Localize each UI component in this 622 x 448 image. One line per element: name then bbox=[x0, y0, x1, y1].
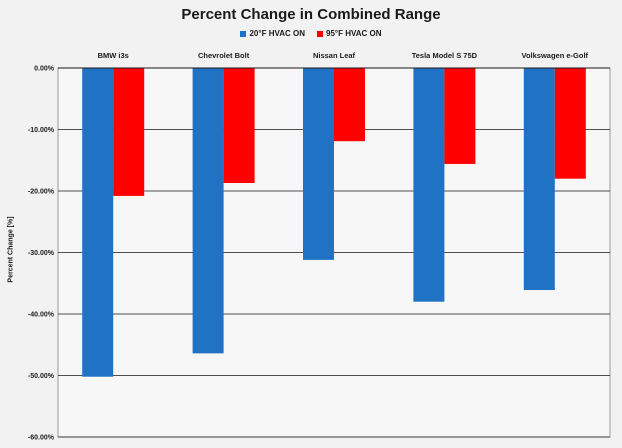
bar-series-2 bbox=[223, 68, 255, 184]
category-label: Tesla Model S 75D bbox=[412, 51, 478, 60]
legend-swatch-series-2 bbox=[317, 30, 323, 37]
legend-item-series-2: 95°F HVAC ON bbox=[317, 29, 382, 38]
y-tick-label: -30.00% bbox=[28, 250, 55, 257]
bar-series-2 bbox=[554, 68, 586, 179]
category-label: Volkswagen e-Golf bbox=[522, 51, 589, 60]
bar-series-2 bbox=[113, 68, 145, 196]
bar-series-2 bbox=[334, 68, 365, 142]
legend: 20°F HVAC ON 95°F HVAC ON bbox=[0, 29, 622, 38]
y-tick-label: -10.00% bbox=[28, 127, 55, 134]
y-tick-label: 0.00% bbox=[34, 66, 55, 73]
y-tick-label: -20.00% bbox=[28, 189, 55, 196]
legend-label-series-1: 20°F HVAC ON bbox=[249, 29, 305, 38]
bar-series-1 bbox=[413, 68, 445, 302]
category-label: BMW i3s bbox=[98, 51, 129, 60]
bar-series-1 bbox=[192, 68, 224, 354]
y-tick-label: -50.00% bbox=[28, 373, 55, 380]
category-label: Nissan Leaf bbox=[313, 51, 356, 60]
bar-series-1 bbox=[523, 68, 555, 291]
legend-item-series-1: 20°F HVAC ON bbox=[240, 29, 305, 38]
bar-series-1 bbox=[82, 68, 114, 377]
legend-label-series-2: 95°F HVAC ON bbox=[326, 29, 382, 38]
legend-swatch-series-1 bbox=[240, 30, 247, 37]
y-tick-label: -40.00% bbox=[28, 312, 55, 319]
bar-series-1 bbox=[303, 68, 334, 260]
category-label: Chevrolet Bolt bbox=[198, 51, 250, 60]
chart-title: Percent Change in Combined Range bbox=[181, 6, 441, 23]
y-tick-label: -60.00% bbox=[28, 435, 55, 442]
bar-series-2 bbox=[444, 68, 476, 164]
